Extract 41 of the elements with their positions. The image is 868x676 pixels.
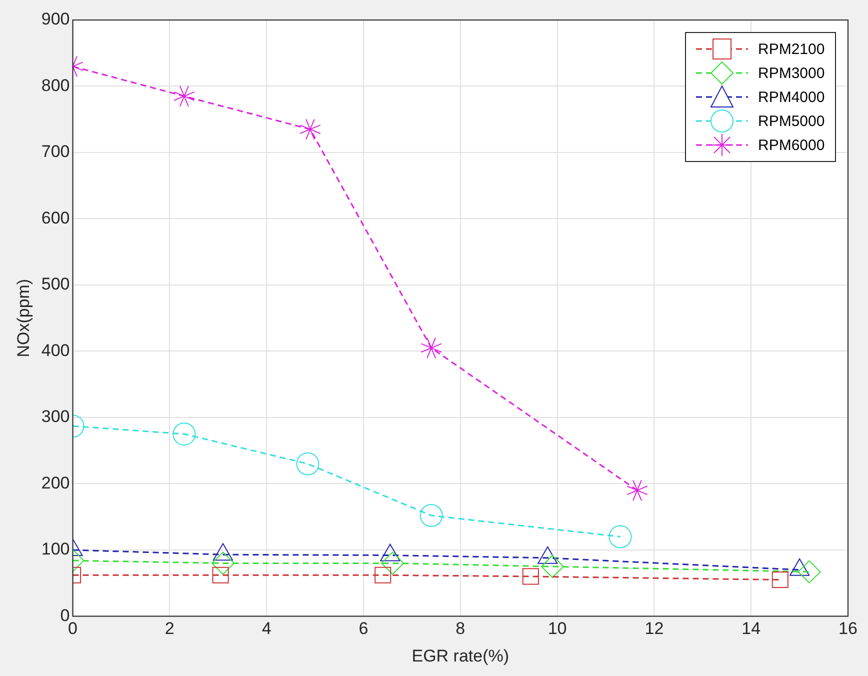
point <box>172 422 196 446</box>
y-tick-label: 200 <box>41 473 70 492</box>
legend-label: RPM5000 <box>758 112 825 130</box>
point <box>174 86 195 107</box>
x-tick-label: 10 <box>548 619 567 638</box>
point <box>608 525 632 548</box>
point <box>420 504 443 528</box>
point <box>300 118 321 140</box>
y-tick-label: 100 <box>41 540 70 559</box>
x-axis-title: EGR rate(%) <box>412 646 510 666</box>
y-tick-label: 400 <box>41 340 70 360</box>
y-tick-label: 600 <box>41 208 70 228</box>
y-tick-label: 300 <box>41 407 70 426</box>
y-tick-label: 800 <box>41 76 70 95</box>
point <box>772 571 788 588</box>
legend-label: RPM6000 <box>758 136 825 154</box>
x-tick-label: 16 <box>838 619 858 638</box>
point <box>626 480 648 501</box>
legend-label: RPM2100 <box>758 40 825 58</box>
point <box>540 555 564 578</box>
point <box>296 452 320 476</box>
point <box>522 568 539 585</box>
y-tick-label: 500 <box>41 274 70 294</box>
point <box>420 337 442 359</box>
x-tick-label: 4 <box>262 619 272 638</box>
legend-label: RPM4000 <box>758 88 825 106</box>
x-tick-label: 2 <box>164 619 174 638</box>
point <box>798 560 821 584</box>
x-tick-label: 12 <box>644 619 664 638</box>
y-tick-label: 700 <box>41 142 70 162</box>
x-tick-label: 8 <box>456 619 466 638</box>
x-tick-label: 14 <box>742 619 761 638</box>
legend-label: RPM3000 <box>758 64 825 82</box>
point <box>211 552 234 575</box>
point <box>212 566 229 584</box>
point <box>374 566 392 584</box>
y-tick-label: 900 <box>41 10 70 29</box>
y-tick-label: 0 <box>60 606 70 625</box>
point <box>381 552 404 575</box>
y-axis-title: NOx(ppm) <box>14 278 33 358</box>
x-tick-label: 6 <box>358 619 368 638</box>
